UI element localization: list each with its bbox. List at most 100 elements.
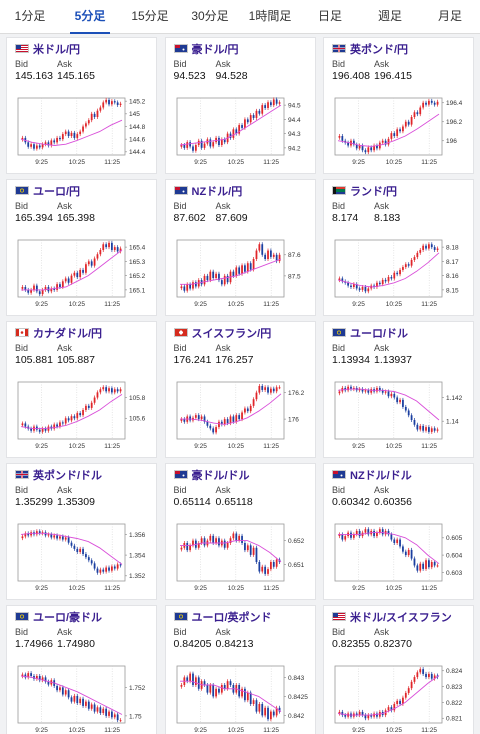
mini-candlestick-chart[interactable]: 1.752 1.75 9:25 10:25 11:25 <box>15 663 151 734</box>
x-tick-label: 9:25 <box>194 585 207 592</box>
candle-body <box>119 720 122 722</box>
candle-body <box>433 247 436 250</box>
moving-average-line <box>179 393 281 425</box>
tab-0[interactable]: 1分足 <box>14 9 46 23</box>
rate-card[interactable]: 豪ドル/円 Bid Ask 94.523 94.528 94.5 94.4 94.3… <box>164 37 316 174</box>
candle-body <box>410 259 413 266</box>
mini-candlestick-chart[interactable]: 1.356 1.354 1.352 9:25 10:25 11:25 <box>15 521 151 595</box>
candle-body <box>358 288 361 290</box>
rate-card[interactable]: NZドル/ドル Bid Ask 0.60342 0.60356 0.605 0.6… <box>323 463 474 600</box>
rate-card[interactable]: ユーロ/英ポンド Bid Ask 0.84205 0.84213 0.843 0.… <box>164 605 316 734</box>
mini-candlestick-chart[interactable]: 176.2 176 9:25 10:25 11:25 <box>174 379 310 453</box>
pair-name[interactable]: 米ドル/円 <box>33 43 81 56</box>
chart-svg: 8.18 8.17 8.16 8.15 9:25 10:25 11:25 <box>334 239 459 308</box>
tab-7[interactable]: 月足 <box>437 9 462 23</box>
y-tick-label: 1.142 <box>446 395 463 402</box>
candle-body <box>381 390 384 393</box>
bid-label: Bid <box>15 201 29 211</box>
candle-body <box>425 673 427 678</box>
rate-card[interactable]: 英ポンド/円 Bid Ask 196.408 196.415 196.4 196.… <box>323 37 474 174</box>
pair-name[interactable]: ユーロ/英ポンド <box>191 611 272 624</box>
candle-body <box>278 387 280 389</box>
pair-name[interactable]: NZドル/ドル <box>350 469 412 482</box>
mini-candlestick-chart[interactable]: 0.605 0.604 0.603 9:25 10:25 11:25 <box>332 521 468 595</box>
candle-body <box>82 409 84 416</box>
candle-body <box>208 271 211 281</box>
mini-candlestick-chart[interactable]: 87.6 87.5 9:25 10:25 11:25 <box>174 237 310 311</box>
rate-card[interactable]: ランド/円 Bid Ask 8.174 8.183 8.18 8.17 8.16 8.… <box>323 179 474 316</box>
rate-card[interactable]: 米ドル/スイスフラン Bid Ask 0.82355 0.82370 0.824… <box>323 605 474 734</box>
rate-card[interactable]: NZドル/円 Bid Ask 87.602 87.609 87.6 87.5 9:2… <box>164 179 316 316</box>
candle-body <box>194 415 197 418</box>
tab-4[interactable]: 1時間足 <box>248 9 292 23</box>
card-header: 英ポンド/円 <box>332 41 465 56</box>
pair-name[interactable]: 豪ドル/ドル <box>191 469 250 482</box>
pair-name[interactable]: 英ポンド/円 <box>350 43 409 56</box>
candle-body <box>180 685 182 687</box>
pair-name[interactable]: 米ドル/スイスフラン <box>350 611 452 624</box>
pair-name[interactable]: ユーロ/豪ドル <box>33 611 103 624</box>
pair-name[interactable]: ユーロ/ドル <box>350 327 409 340</box>
mini-candlestick-chart[interactable]: 8.18 8.17 8.16 8.15 9:25 10:25 11:25 <box>332 237 468 311</box>
y-tick-label: 144.6 <box>129 137 146 144</box>
candle-body <box>30 428 32 431</box>
rate-card[interactable]: 米ドル/円 Bid Ask 145.163 145.165 145.2 145 14… <box>6 37 157 174</box>
mini-candlestick-chart[interactable]: 0.843 0.8425 0.842 9:25 10:25 11:25 <box>174 663 310 734</box>
mini-candlestick-chart[interactable]: 0.824 0.823 0.822 0.821 9:25 10:25 11:25 <box>332 663 468 734</box>
pair-name[interactable]: NZドル/円 <box>191 185 243 198</box>
rate-card[interactable]: ユーロ/ドル Bid Ask 1.13934 1.13937 1.142 1.14… <box>323 321 474 458</box>
x-tick-label: 9:25 <box>352 301 365 308</box>
candle-body <box>416 565 419 571</box>
bid-value: 1.35299 <box>15 496 53 508</box>
rate-card[interactable]: 豪ドル/ドル Bid Ask 0.65114 0.65118 0.652 0.65… <box>164 463 316 600</box>
tab-2[interactable]: 15分足 <box>131 9 169 23</box>
candle-body <box>61 536 64 540</box>
rate-card[interactable]: カナダドル/円 Bid Ask 105.881 105.887 105.8 105… <box>6 321 157 458</box>
pair-name[interactable]: 英ポンド/ドル <box>33 469 103 482</box>
candle-body <box>407 688 410 693</box>
candle-body <box>99 107 102 111</box>
mini-candlestick-chart[interactable]: 165.4 165.3 165.2 165.1 9:25 10:25 11:25 <box>15 237 151 311</box>
candle-body <box>30 289 32 293</box>
price-labels: Bid Ask <box>174 485 307 495</box>
ask-value: 1.35309 <box>57 496 95 508</box>
rate-card[interactable]: ユーロ/円 Bid Ask 165.394 165.398 165.4 165.3… <box>6 179 157 316</box>
tab-1[interactable]: 5分足 <box>60 0 120 34</box>
candle-body <box>370 147 373 151</box>
mini-candlestick-chart[interactable]: 94.5 94.4 94.3 94.2 9:25 10:25 11:25 <box>174 95 310 169</box>
pair-name[interactable]: ユーロ/円 <box>33 185 81 198</box>
mini-candlestick-chart[interactable]: 145.2 145 144.8 144.6 144.4 9:25 10:25 11:25 <box>15 95 151 169</box>
candle-body <box>364 390 367 392</box>
candle-body <box>105 99 108 103</box>
pair-name[interactable]: スイスフラン/円 <box>191 327 272 340</box>
candle-body <box>249 115 252 123</box>
bid-label: Bid <box>15 343 29 353</box>
pair-name[interactable]: カナダドル/円 <box>33 327 103 340</box>
rate-card[interactable]: 英ポンド/ドル Bid Ask 1.35299 1.35309 1.356 1.3… <box>6 463 157 600</box>
candle-body <box>269 562 272 570</box>
mini-candlestick-chart[interactable]: 105.8 105.6 9:25 10:25 11:25 <box>15 379 151 453</box>
candle-body <box>240 535 243 543</box>
candle-body <box>229 416 231 424</box>
rate-card[interactable]: ユーロ/豪ドル Bid Ask 1.74966 1.74980 1.752 1.7… <box>6 605 157 734</box>
candle-body <box>188 142 191 147</box>
candle-body <box>390 534 393 540</box>
candle-body <box>338 534 341 537</box>
candle-body <box>185 142 188 148</box>
x-tick-label: 11:25 <box>263 585 279 592</box>
tab-5[interactable]: 日足 <box>317 9 342 23</box>
mini-candlestick-chart[interactable]: 0.652 0.651 9:25 10:25 11:25 <box>174 521 310 595</box>
candle-body <box>44 142 47 145</box>
mini-candlestick-chart[interactable]: 196.4 196.2 196 9:25 10:25 11:25 <box>332 95 468 169</box>
candle-body <box>237 267 240 274</box>
pair-name[interactable]: ランド/円 <box>350 185 398 198</box>
candle-body <box>252 700 254 704</box>
ask-value: 1.74980 <box>57 638 95 650</box>
tab-6[interactable]: 週足 <box>377 9 402 23</box>
candle-body <box>260 385 263 390</box>
candle-body <box>180 286 182 289</box>
rate-card[interactable]: スイスフラン/円 Bid Ask 176.241 176.257 176.2 17… <box>164 321 316 458</box>
mini-candlestick-chart[interactable]: 1.142 1.14 9:25 10:25 11:25 <box>332 379 468 453</box>
pair-name[interactable]: 豪ドル/円 <box>191 43 239 56</box>
tab-3[interactable]: 30分足 <box>191 9 229 23</box>
